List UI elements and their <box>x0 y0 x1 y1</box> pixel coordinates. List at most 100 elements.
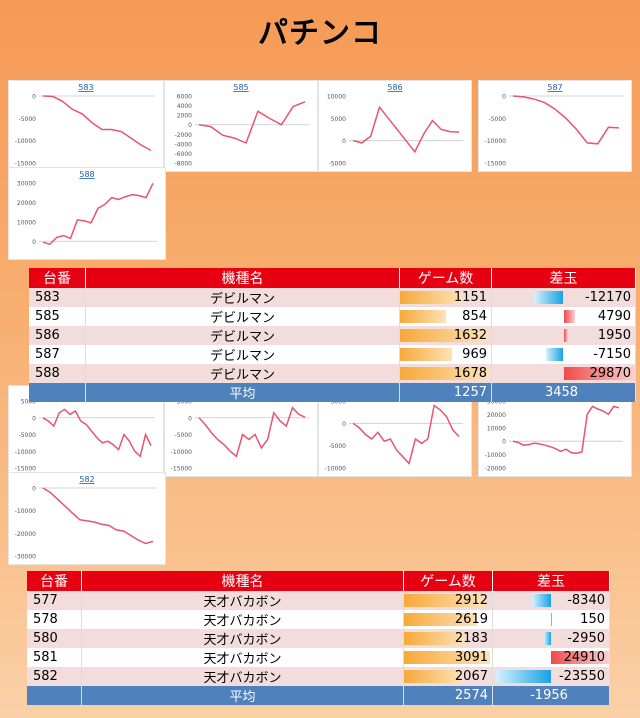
diff-value: 4790 <box>597 309 631 324</box>
chart-title[interactable]: 588 <box>79 170 94 179</box>
devilman-table: 台番 機種名 ゲーム数 差玉 583 デビルマン 1151 -12170 585 デビルマ… <box>29 268 636 402</box>
chart-title[interactable]: 582 <box>79 475 94 484</box>
table-row: 581 天才バカボン 3091 24910 <box>27 648 610 667</box>
series-line <box>42 487 154 545</box>
y-tick-label: -8000 <box>175 161 193 168</box>
header-games: ゲーム数 <box>399 268 492 288</box>
diff-cell: 29870 <box>491 364 636 383</box>
y-tick-label: -30000 <box>15 554 36 561</box>
unit-number: 581 <box>27 648 82 667</box>
chart-585: 585 6000 4000 2000 0 -2000 -4000 -6000 -8000 <box>164 80 318 172</box>
table-row: 577 天才バカボン 2912 -8340 <box>27 591 610 610</box>
y-tick-label: -10000 <box>171 449 192 456</box>
games-bar <box>400 348 452 361</box>
games-bar <box>400 310 446 323</box>
avg-label: 平均 <box>85 383 400 402</box>
games-cell: 2619 <box>403 610 493 629</box>
y-tick-label: 20000 <box>17 200 36 207</box>
diff-bar <box>546 348 564 361</box>
games-cell: 854 <box>399 307 492 326</box>
games-bar <box>400 367 490 380</box>
games-value: 1151 <box>453 290 487 305</box>
model-name: デビルマン <box>85 307 400 326</box>
diff-cell: -7150 <box>491 345 636 364</box>
games-value: 2912 <box>454 593 488 608</box>
chart-title[interactable]: 585 <box>233 83 248 92</box>
model-name: デビルマン <box>85 288 400 307</box>
games-value: 3091 <box>454 650 488 665</box>
y-tick-label: 30000 <box>487 399 506 406</box>
unit-number: 585 <box>29 307 86 326</box>
diff-value: -7150 <box>593 347 631 362</box>
y-tick-label: -5000 <box>489 116 507 123</box>
series-line <box>198 406 306 458</box>
diff-value: 1950 <box>597 328 631 343</box>
games-bar <box>400 329 488 342</box>
games-value: 969 <box>462 347 487 362</box>
line-chart: 582 0 -10000 -20000 -30000 <box>15 475 157 561</box>
avg-games: 1257 <box>399 383 492 402</box>
diff-value: -8340 <box>567 593 605 608</box>
games-bar <box>404 594 486 607</box>
bakabon-table: 台番 機種名 ゲーム数 差玉 577 天才バカボン 2912 -8340 578 天才バカ… <box>27 571 610 705</box>
y-tick-label: 10000 <box>487 425 506 432</box>
diff-bar <box>563 329 569 342</box>
header-diff: 差玉 <box>492 571 610 591</box>
y-tick-label: 0 <box>342 138 346 145</box>
chart-587: 587 0 -5000 -10000 -15000 <box>478 80 632 172</box>
line-chart: 588 30000 20000 10000 0 <box>17 170 157 246</box>
header-model: 機種名 <box>85 268 400 288</box>
diff-bar <box>531 594 551 607</box>
y-tick-label: -20000 <box>485 466 506 473</box>
y-tick-label: -10000 <box>15 138 36 145</box>
line-chart: 587 0 -5000 -10000 -15000 <box>485 83 623 168</box>
y-tick-label: -5000 <box>19 116 37 123</box>
model-name: 天才バカボン <box>81 648 404 667</box>
y-tick-label: 0 <box>502 439 506 446</box>
y-tick-label: 0 <box>32 486 36 493</box>
unit-number: 578 <box>27 610 82 629</box>
y-tick-label: -10000 <box>485 452 506 459</box>
series-line <box>512 95 620 145</box>
y-tick-label: -15000 <box>15 161 36 168</box>
y-tick-label: -15000 <box>171 466 192 473</box>
chart-title[interactable]: 583 <box>78 83 93 92</box>
diff-bar <box>563 310 575 323</box>
y-tick-label: -4000 <box>175 141 193 148</box>
table-row: 583 デビルマン 1151 -12170 <box>29 288 636 307</box>
y-tick-label: 5000 <box>177 399 192 406</box>
diff-value: 24910 <box>563 650 605 665</box>
diff-bar <box>563 367 635 380</box>
unit-number: 586 <box>29 326 86 345</box>
unit-number: 582 <box>27 667 82 686</box>
diff-value: -2950 <box>567 631 605 646</box>
y-tick-label: -10000 <box>15 508 36 515</box>
table-row: 578 天才バカボン 2619 150 <box>27 610 610 629</box>
y-tick-label: 10000 <box>17 219 36 226</box>
diff-value: -12170 <box>584 290 631 305</box>
series-line <box>42 182 154 246</box>
chart-586: 586 10000 5000 0 -5000 <box>318 80 472 172</box>
chart-title[interactable]: 587 <box>547 83 562 92</box>
games-value: 2619 <box>454 612 488 627</box>
line-chart: 583 0 -5000 -10000 -15000 <box>15 83 155 168</box>
diff-bar <box>534 291 564 304</box>
unit-number: 580 <box>27 629 82 648</box>
y-tick-label: 0 <box>32 94 36 101</box>
games-cell: 2912 <box>403 591 493 610</box>
table-row: 585 デビルマン 854 4790 <box>29 307 636 326</box>
y-tick-label: -2000 <box>175 132 193 139</box>
games-bar <box>404 632 465 645</box>
y-tick-label: -5000 <box>329 161 347 168</box>
model-name: 天才バカボン <box>81 591 404 610</box>
y-tick-label: -5000 <box>329 443 347 450</box>
diff-bar <box>544 632 551 645</box>
chart-title[interactable]: 586 <box>387 83 402 92</box>
line-chart: 586 10000 5000 0 -5000 <box>327 83 463 168</box>
games-value: 2183 <box>454 631 488 646</box>
diff-cell: 1950 <box>491 326 636 345</box>
y-tick-label: 0 <box>342 421 346 428</box>
header-unit-no: 台番 <box>27 571 82 591</box>
table-row: 582 天才バカボン 2067 -23550 <box>27 667 610 686</box>
header-model: 機種名 <box>81 571 404 591</box>
